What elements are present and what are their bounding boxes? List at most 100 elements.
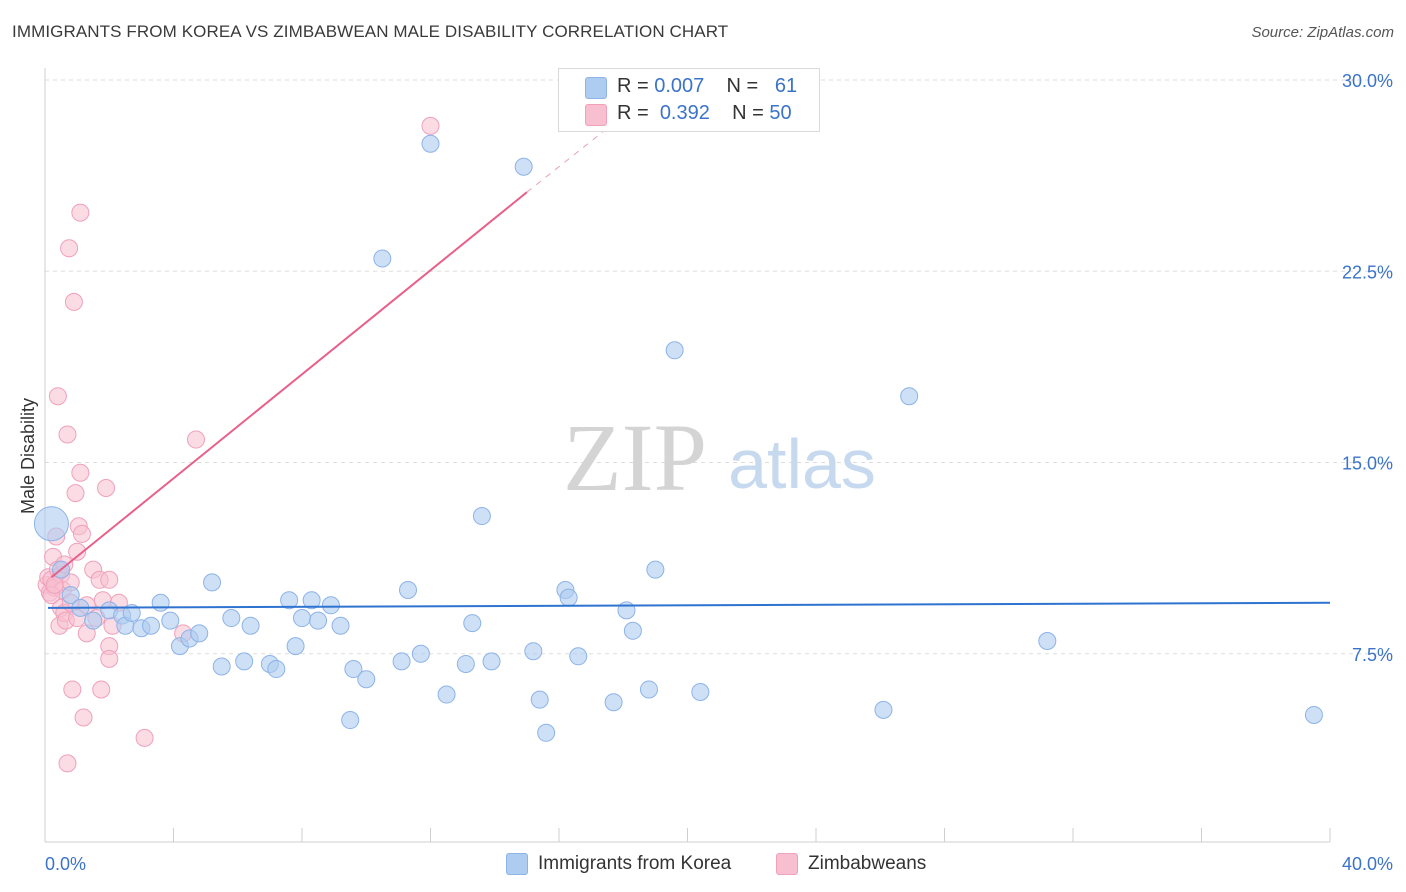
tick-labels: 7.5% 15.0% 22.5% 30.0% 0.0% 40.0% — [45, 71, 1393, 874]
korea-point — [309, 611, 328, 630]
korea-point — [874, 700, 893, 719]
korea-point — [321, 596, 340, 615]
zimbabweans-legend-label: Zimbabweans — [808, 853, 927, 874]
korea-point — [604, 693, 623, 712]
x-tick-label: 0.0% — [45, 854, 86, 874]
y-axis-label: Male Disability — [18, 398, 38, 514]
y-tick-label: 30.0% — [1342, 71, 1393, 91]
zimbabweans-point — [97, 479, 116, 497]
korea-point — [267, 660, 286, 679]
korea-point — [569, 647, 588, 666]
korea-point — [341, 711, 360, 730]
y-tick-label: 22.5% — [1342, 262, 1393, 282]
zimbabweans-point — [45, 575, 64, 594]
korea-point — [900, 387, 919, 406]
korea-point — [482, 652, 501, 671]
korea-point — [639, 680, 658, 699]
korea-point — [623, 621, 642, 640]
korea-point — [222, 609, 241, 628]
korea-point — [235, 652, 254, 671]
watermark-zip: ZIP — [563, 404, 707, 511]
zimbabweans-point — [58, 425, 77, 444]
korea-point — [456, 654, 475, 673]
legend-r-label: R = — [617, 102, 655, 124]
korea-swatch-icon — [585, 77, 607, 99]
korea-point — [514, 157, 533, 176]
korea-point — [559, 588, 578, 607]
zimbabweans-point — [72, 524, 91, 543]
zimbabweans-point — [71, 203, 90, 222]
korea-point — [421, 134, 440, 153]
korea-point — [530, 690, 549, 709]
zimbabweans-swatch-icon — [585, 104, 607, 126]
korea-point — [665, 341, 684, 360]
korea-point — [537, 723, 556, 742]
korea-point — [293, 609, 311, 628]
korea-point — [646, 560, 665, 579]
chart-title: IMMIGRANTS FROM KOREA VS ZIMBABWEAN MALE… — [12, 22, 729, 41]
zimbabweans-point — [186, 430, 205, 449]
legend-n-label: N = — [726, 75, 764, 97]
source-label: Source: ZipAtlas.com — [1251, 24, 1394, 41]
korea-legend-swatch-icon — [506, 853, 528, 875]
korea-point — [617, 601, 636, 620]
korea-point — [212, 657, 231, 676]
series-zimbabweans — [37, 116, 440, 773]
korea-point — [142, 616, 161, 635]
korea-point — [357, 670, 376, 689]
korea-point — [61, 586, 80, 605]
zimbabweans-point — [100, 649, 119, 668]
legend-n-value: 61 — [774, 75, 798, 97]
stats-legend: R = 0.007 N = 61 R = 0.392 N = 50 — [558, 68, 820, 132]
zimbabweans-trend-line — [50, 191, 528, 579]
korea-point — [190, 624, 209, 643]
korea-point — [286, 637, 305, 656]
korea-legend-label: Immigrants from Korea — [538, 853, 732, 874]
zimbabweans-point — [58, 754, 77, 773]
korea-point — [691, 683, 710, 701]
zimbabweans-point — [421, 116, 440, 135]
zimbabweans-legend-swatch-icon — [776, 853, 798, 875]
korea-point — [437, 685, 456, 704]
korea-point — [1038, 632, 1057, 650]
x-tick-label: 40.0% — [1342, 854, 1393, 874]
korea-trend-line — [47, 601, 1331, 609]
zimbabweans-point — [71, 463, 90, 482]
korea-point — [411, 644, 430, 663]
legend-r-value: 0.007 — [654, 75, 705, 97]
korea-point — [203, 573, 222, 592]
y-tick-label: 15.0% — [1342, 454, 1393, 474]
korea-point — [344, 660, 363, 679]
legend-n-value: 50 — [769, 102, 792, 124]
grid-lines — [45, 79, 1392, 655]
watermark-atlas: atlas — [728, 425, 876, 503]
legend-r-label: R = — [617, 75, 655, 97]
korea-point — [122, 603, 141, 622]
zimbabweans-point — [74, 708, 93, 727]
watermark: ZIP atlas — [563, 404, 876, 511]
zimbabweans-point — [48, 387, 67, 406]
zimbabweans-point — [66, 484, 85, 503]
legend-n-label: N = — [732, 102, 770, 124]
zimbabweans-point — [135, 728, 154, 747]
korea-point — [392, 652, 411, 671]
legend-r-value: 0.392 — [659, 102, 710, 124]
trend-lines — [47, 107, 1331, 609]
korea-point — [302, 591, 321, 610]
korea-point — [472, 507, 491, 526]
korea-point — [373, 249, 392, 268]
korea-point — [1304, 705, 1323, 724]
korea-point — [399, 581, 418, 599]
korea-point — [161, 611, 180, 630]
korea-point — [241, 616, 260, 635]
zimbabweans-point — [63, 680, 82, 699]
korea-point — [331, 616, 350, 635]
korea-point — [280, 591, 299, 610]
korea-point — [33, 506, 69, 542]
korea-point — [84, 611, 103, 630]
zimbabweans-point — [64, 292, 83, 311]
korea-point — [151, 593, 170, 612]
zimbabweans-point — [92, 680, 111, 699]
axes — [44, 68, 1331, 843]
